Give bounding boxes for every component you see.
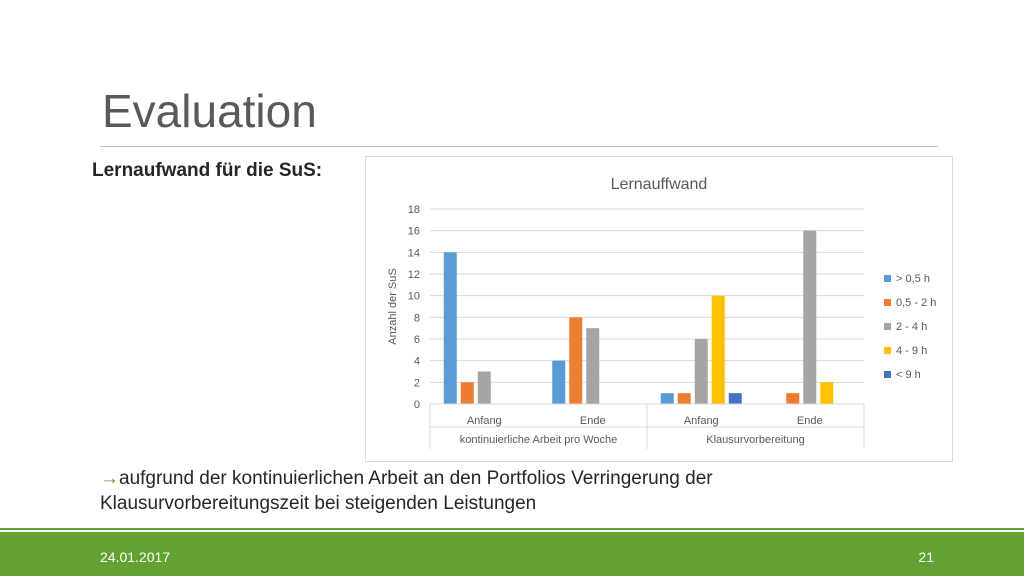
y-tick-label: 10 <box>408 291 420 303</box>
bar <box>711 295 725 404</box>
bar <box>586 328 600 404</box>
bar <box>460 382 474 404</box>
bar <box>694 339 708 404</box>
bar <box>477 371 491 404</box>
y-tick-label: 8 <box>414 312 420 324</box>
y-tick-label: 18 <box>408 204 420 216</box>
x-tick-label: Anfang <box>467 415 502 427</box>
bar <box>660 393 674 404</box>
x-tick-label: Ende <box>797 415 823 427</box>
x-tick-label: Ende <box>580 415 606 427</box>
y-axis-label: Anzahl der SuS <box>387 268 399 344</box>
legend-label: 0,5 - 2 h <box>896 297 936 309</box>
legend-swatch <box>884 323 891 330</box>
y-tick-label: 12 <box>408 269 420 281</box>
bar <box>786 393 800 404</box>
arrow-icon: → <box>100 468 119 489</box>
legend-swatch <box>884 371 891 378</box>
legend-label: < 9 h <box>896 369 921 381</box>
slide-subtitle: Lernaufwand für die SuS: <box>92 160 323 181</box>
legend-swatch <box>884 347 891 354</box>
group-label: kontinuierliche Arbeit pro Woche <box>460 434 618 446</box>
conclusion-text: →aufgrund der kontinuierlichen Arbeit an… <box>100 466 860 516</box>
footer-date: 24.01.2017 <box>100 549 171 565</box>
footer-band <box>0 532 1024 576</box>
bar <box>728 393 742 404</box>
bar <box>569 317 583 404</box>
bar <box>552 360 566 404</box>
y-tick-label: 14 <box>408 247 420 259</box>
bar <box>820 382 834 404</box>
legend-label: 2 - 4 h <box>896 321 927 333</box>
legend-label: > 0,5 h <box>896 273 930 285</box>
y-tick-label: 2 <box>414 377 420 389</box>
bar <box>677 393 691 404</box>
bar <box>443 252 457 404</box>
legend-swatch <box>884 275 891 282</box>
bar <box>803 230 817 404</box>
slide-title: Evaluation <box>102 85 317 137</box>
title-divider <box>100 146 938 147</box>
bar-chart: Lernauffwand 0 2 4 6 8 10 12 14 16 18 Anzahl der Su… <box>387 176 936 449</box>
y-tick-label: 16 <box>408 226 420 238</box>
chart-frame: Lernauffwand 0 2 4 6 8 10 12 14 16 18 Anzahl der Su… <box>365 156 953 462</box>
group-label: Klausurvorbereitung <box>706 434 804 446</box>
x-tick-label: Anfang <box>684 415 719 427</box>
y-tick-label: 4 <box>414 356 420 368</box>
y-tick-label: 6 <box>414 334 420 346</box>
conclusion-body: aufgrund der kontinuierlichen Arbeit an … <box>100 468 713 514</box>
legend-swatch <box>884 299 891 306</box>
chart-title: Lernauffwand <box>611 176 708 193</box>
footer-line <box>0 528 1024 530</box>
page-number: 21 <box>918 549 934 565</box>
legend-label: 4 - 9 h <box>896 345 927 357</box>
y-tick-label: 0 <box>414 399 420 411</box>
